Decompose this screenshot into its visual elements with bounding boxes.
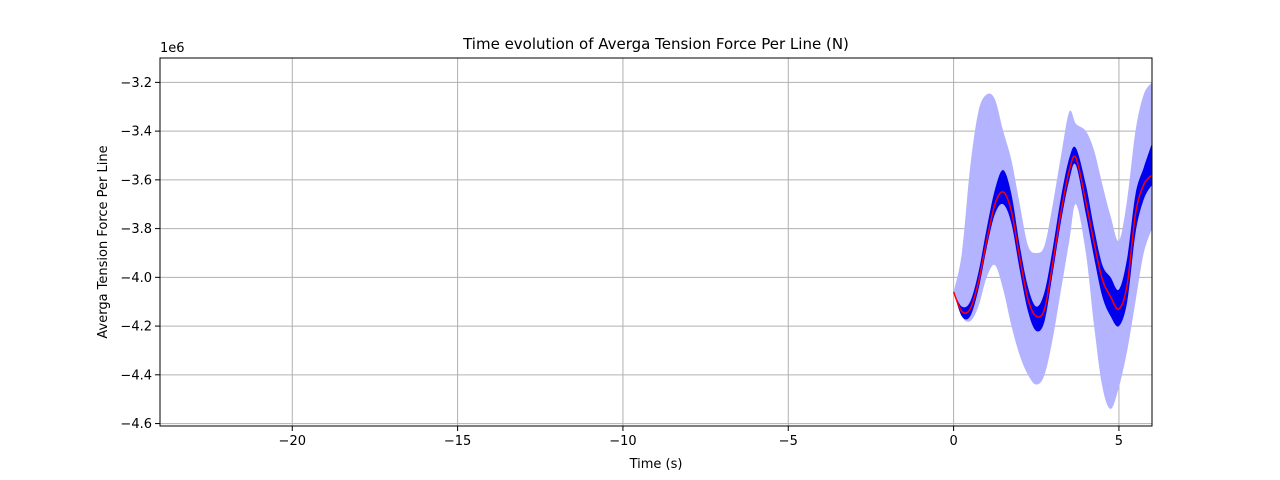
y-tick-label: −4.0 [120, 271, 152, 286]
x-tick-label: 5 [1115, 434, 1123, 449]
plot-frame [159, 57, 1153, 427]
x-axis-label: Time (s) [629, 457, 683, 472]
x-tick-label: 0 [949, 434, 957, 449]
x-tick-label: −15 [444, 434, 471, 449]
y-axis-offset-label: 1e6 [160, 41, 185, 56]
bands [952, 82, 1153, 409]
y-tick-label: −4.6 [120, 417, 152, 432]
mean-series-line [952, 155, 1153, 318]
x-tick-label: −5 [779, 434, 798, 449]
y-axis-ticks: −4.6 −4.4 −4.2 −4.0 −3.8 −3.6 −3.4 −3.2 [120, 76, 160, 432]
y-tick-label: −3.8 [120, 222, 152, 237]
x-axis-ticks: −20 −15 −10 −5 0 5 [279, 426, 1123, 449]
y-tick-label: −4.4 [120, 368, 152, 383]
y-axis-label: Averga Tension Force Per Line [96, 145, 111, 338]
inner-band-area [953, 143, 1152, 332]
outer-band-area [953, 82, 1152, 409]
y-tick-label: −3.4 [120, 125, 152, 140]
x-tick-label: −10 [609, 434, 636, 449]
chart-title: Time evolution of Averga Tension Force P… [462, 35, 849, 53]
y-tick-label: −4.2 [120, 320, 152, 335]
x-tick-label: −20 [279, 434, 306, 449]
y-tick-label: −3.2 [120, 76, 152, 91]
y-tick-label: −3.6 [120, 173, 152, 188]
